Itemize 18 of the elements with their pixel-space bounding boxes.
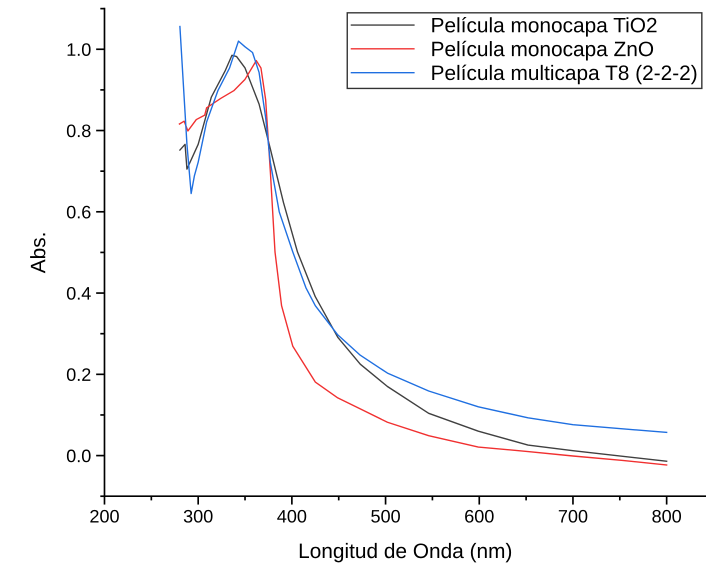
x-tick-label: 300 <box>184 510 213 523</box>
x-tick-label: 600 <box>465 510 494 523</box>
x-tick-label: 500 <box>371 510 400 523</box>
y-tick-label: 0.8 <box>66 124 91 138</box>
legend-label: Película monocapa ZnO <box>432 40 654 60</box>
y-tick-label: 0.6 <box>66 206 90 219</box>
x-tick-label: 700 <box>558 510 588 523</box>
legend-label: Película multicapa T8 (2-2-2) <box>432 64 696 84</box>
x-tick-label: 200 <box>90 510 119 523</box>
legend-label: Película monocapa TiO2 <box>432 16 657 37</box>
y-tick-label: 0.0 <box>66 450 91 462</box>
y-tick-label: 1.0 <box>68 43 91 56</box>
x-tick-label: 400 <box>277 510 306 523</box>
y-tick-label: 0.4 <box>66 286 91 300</box>
y-axis-title: Abs. <box>30 233 46 274</box>
x-tick-label: 800 <box>652 510 682 523</box>
x-axis-title: Longitud de Onda (nm) <box>300 542 512 562</box>
y-tick-label: 0.2 <box>66 368 90 382</box>
